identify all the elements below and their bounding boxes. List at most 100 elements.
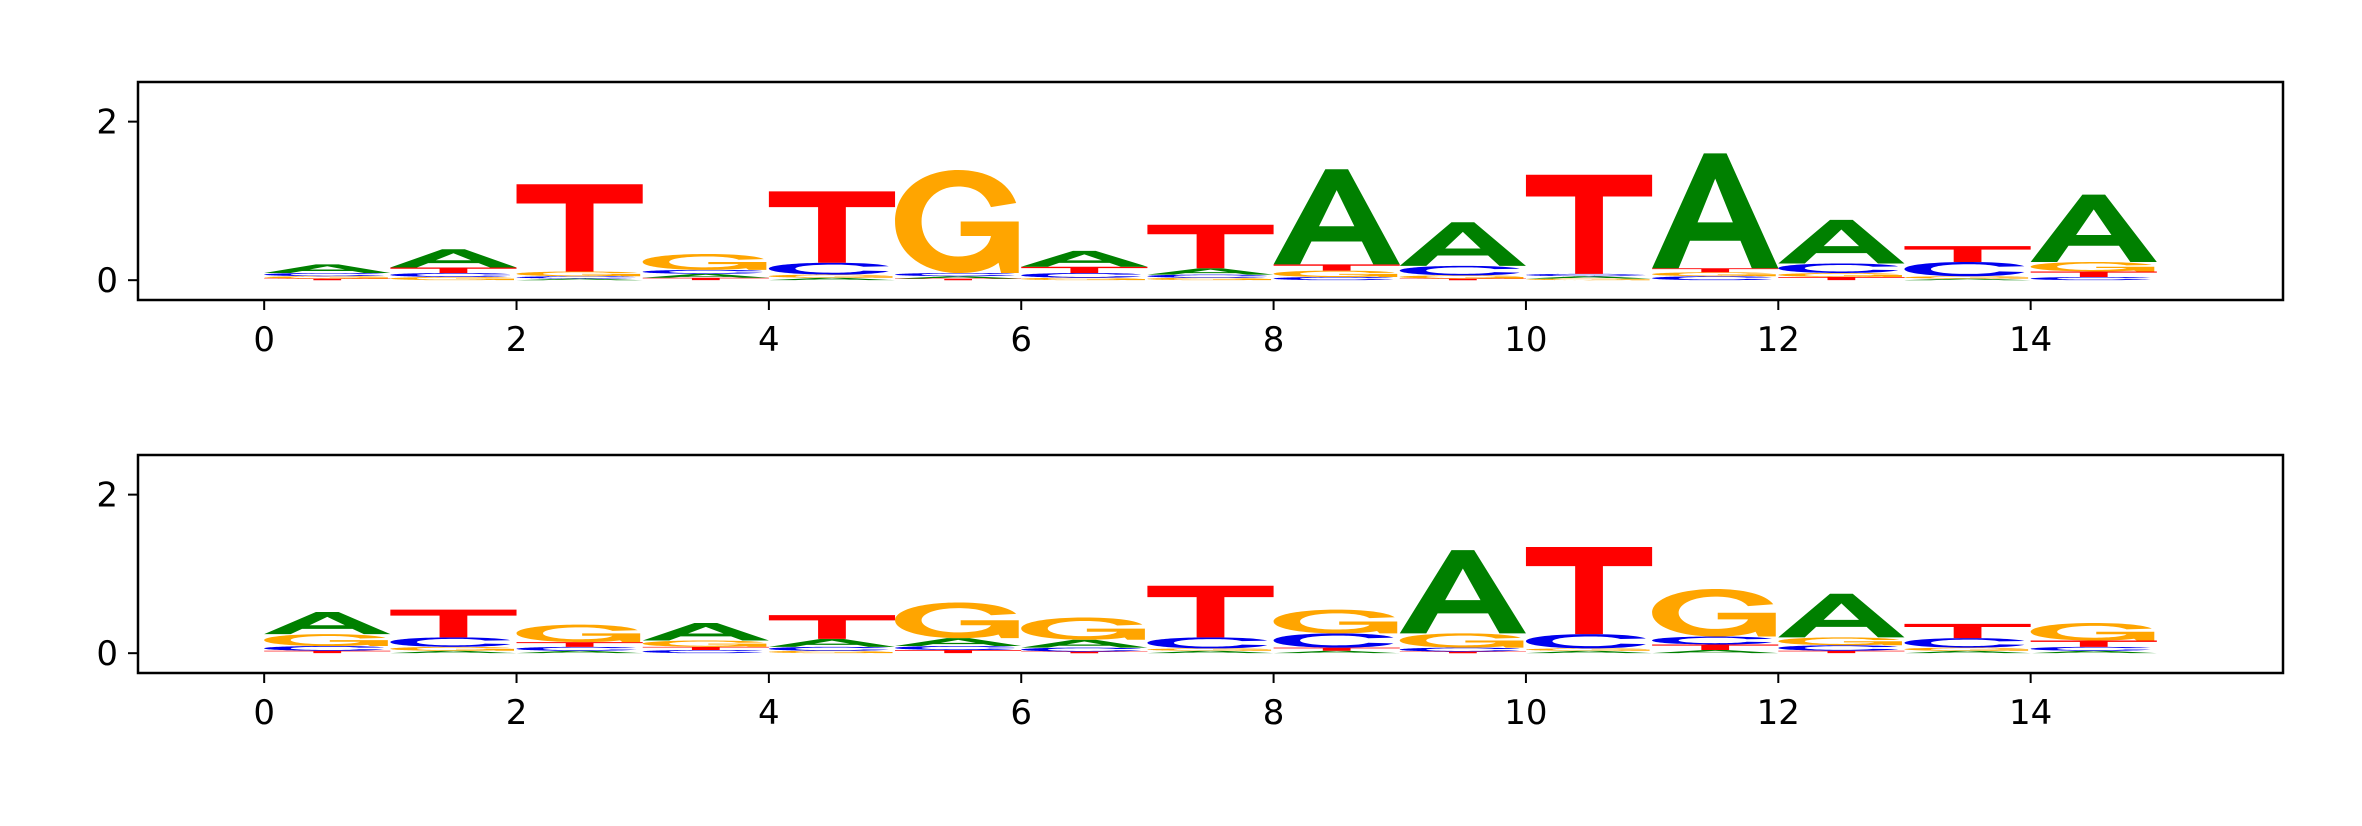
- letter-C-pos-14: [2030, 646, 2151, 651]
- letter-C-pos-2: [516, 276, 637, 279]
- letter-C-pos-3: [642, 269, 763, 274]
- letter-C-pos-1: [390, 273, 511, 278]
- letter-C-pos-9: [1399, 265, 1520, 276]
- letter-C-pos-3: [642, 650, 763, 654]
- letter-A-pos-1: [390, 650, 517, 654]
- letter-T-pos-0: [264, 650, 391, 654]
- letter-A-pos-13: [1904, 650, 2031, 654]
- letter-T-pos-5: [895, 278, 1022, 281]
- letter-A-pos-12: [1778, 593, 1905, 638]
- letter-C-pos-11: [1652, 276, 1772, 281]
- letter-T-pos-12: [1778, 277, 1905, 281]
- x-tick-label: 8: [1263, 320, 1285, 360]
- letter-C-pos-4: [768, 646, 889, 651]
- x-tick-label: 6: [1010, 693, 1032, 733]
- letter-T-pos-11: [1652, 268, 1779, 273]
- letter-T-pos-4: [768, 615, 896, 639]
- letter-A-pos-2: [516, 278, 643, 281]
- letter-G-pos-8: [1273, 609, 1398, 634]
- x-tick-label: 4: [758, 693, 780, 733]
- letter-G-pos-3: [642, 254, 767, 270]
- letter-T-pos-1: [390, 267, 517, 274]
- letter-G-pos-4: [768, 274, 893, 278]
- x-tick-label: 14: [2009, 320, 2052, 360]
- letter-G-pos-3: [642, 640, 767, 647]
- letter-T-pos-1: [390, 609, 517, 638]
- letter-A-pos-13: [1904, 278, 2031, 281]
- letter-T-pos-6: [1021, 266, 1148, 274]
- letter-A-pos-11: [1652, 650, 1779, 654]
- letter-A-pos-3: [642, 273, 769, 278]
- letter-T-pos-2: [516, 642, 643, 647]
- letter-A-pos-12: [1778, 219, 1905, 264]
- letter-G-pos-1: [390, 277, 515, 281]
- letter-G-pos-13: [1904, 647, 2029, 651]
- letter-A-pos-1: [390, 249, 517, 268]
- letter-C-pos-2: [516, 646, 637, 651]
- letter-C-pos-6: [1021, 273, 1142, 278]
- y-tick-label: 2: [96, 103, 118, 143]
- letter-T-pos-13: [1904, 246, 2031, 262]
- letter-T-pos-9: [1399, 278, 1526, 281]
- letter-A-pos-4: [768, 277, 896, 281]
- x-tick-label: 0: [253, 693, 275, 733]
- letter-C-pos-5: [895, 273, 1015, 277]
- letter-T-pos-11: [1652, 644, 1779, 651]
- letter-A-pos-8: [1273, 650, 1400, 654]
- letter-A-pos-8: [1273, 169, 1400, 265]
- letter-T-pos-5: [895, 650, 1022, 654]
- letter-A-pos-7: [1147, 650, 1274, 654]
- letter-C-pos-6: [1021, 647, 1142, 652]
- letter-C-pos-7: [1147, 274, 1268, 278]
- x-tick-label: 4: [758, 320, 780, 360]
- letter-T-pos-3: [642, 277, 769, 281]
- letter-C-pos-9: [1399, 647, 1520, 652]
- letter-G-pos-2: [516, 271, 641, 277]
- letter-T-pos-7: [1147, 224, 1274, 269]
- letter-G-pos-1: [390, 646, 515, 651]
- letter-A-pos-9: [1399, 550, 1526, 634]
- letter-A-pos-2: [516, 650, 643, 654]
- letter-C-pos-4: [768, 262, 889, 275]
- letter-A-pos-7: [1147, 268, 1274, 275]
- letter-C-pos-0: [264, 273, 385, 277]
- letter-A-pos-5: [895, 638, 1022, 647]
- logo-panel-2: 0 2 4 6 8 10 12 14 0 2: [96, 453, 2285, 733]
- letter-G-pos-14: [2030, 261, 2155, 272]
- letter-G-pos-11: [1652, 272, 1776, 277]
- letter-T-pos-3: [642, 646, 769, 651]
- letter-G-pos-13: [1904, 276, 2029, 279]
- letter-T-pos-7: [1147, 585, 1274, 638]
- letter-G-pos-0: [264, 276, 388, 279]
- letter-G-pos-8: [1273, 270, 1398, 278]
- x-tick-label: 10: [1504, 693, 1547, 733]
- letter-G-pos-9: [1399, 275, 1524, 279]
- letter-C-pos-7: [1147, 637, 1268, 649]
- letter-T-pos-0: [264, 278, 391, 281]
- letter-T-pos-4: [768, 191, 896, 263]
- letter-G-pos-11: [1652, 588, 1776, 637]
- letter-G-pos-9: [1399, 633, 1524, 648]
- x-tick-label: 14: [2009, 693, 2052, 733]
- letter-C-pos-8: [1273, 633, 1394, 648]
- axes-frame: [136, 80, 2285, 302]
- x-tick-label: 8: [1263, 693, 1285, 733]
- letter-T-pos-9: [1399, 651, 1526, 654]
- letter-T-pos-14: [2030, 271, 2157, 278]
- letter-G-pos-6: [1021, 277, 1145, 281]
- logo-panel-1: 0 2 4 6 8 10 12 14 0 2: [96, 80, 2285, 360]
- letter-T-pos-10: [1525, 546, 1653, 635]
- letter-T-pos-6: [1021, 651, 1148, 654]
- letter-C-pos-5: [895, 646, 1015, 651]
- y-tick-label: 2: [96, 476, 118, 516]
- x-tick-label: 2: [506, 320, 528, 360]
- letter-C-pos-14: [2030, 277, 2151, 281]
- x-tick-label: 12: [1757, 320, 1800, 360]
- letter-G-pos-12: [1778, 273, 1902, 278]
- letter-G-pos-6: [1021, 617, 1145, 640]
- letter-C-pos-13: [1904, 261, 2025, 277]
- letter-G-pos-12: [1778, 637, 1902, 646]
- letter-T-pos-10: [1525, 174, 1653, 274]
- letter-G-pos-7: [1147, 648, 1272, 651]
